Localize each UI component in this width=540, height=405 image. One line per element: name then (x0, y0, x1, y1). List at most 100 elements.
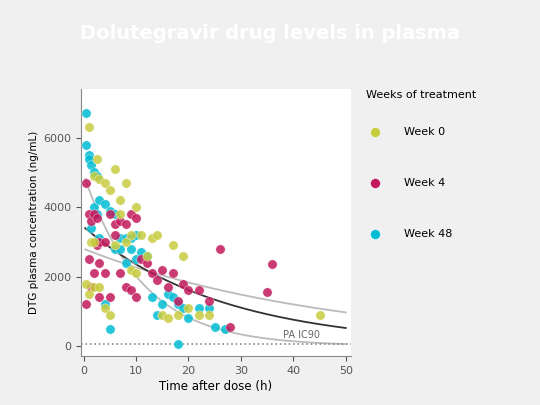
Text: PA IC90: PA IC90 (283, 330, 320, 340)
Text: Week 48: Week 48 (404, 229, 453, 239)
Point (100, 301, 109, 307)
Point (82, 280, 91, 287)
Point (116, 270, 125, 276)
Point (315, 311, 324, 318)
Point (82, 179, 91, 186)
Point (126, 232, 135, 238)
Point (82, 141, 91, 148)
Point (163, 315, 172, 322)
Point (132, 232, 140, 238)
Point (168, 294, 177, 301)
X-axis label: Time after dose (h): Time after dose (h) (159, 380, 273, 393)
Point (116, 235, 125, 242)
Point (95, 197, 104, 203)
Point (95, 284, 104, 290)
Point (95, 294, 104, 301)
Point (105, 325, 114, 332)
Point (82, 110, 91, 117)
Point (92, 173, 101, 179)
Point (85, 256, 93, 262)
Point (90, 211, 98, 217)
Point (90, 204, 98, 210)
Point (92, 214, 101, 221)
Point (268, 261, 276, 268)
Point (95, 176, 104, 183)
Point (116, 218, 125, 224)
Point (87, 239, 96, 245)
Point (82, 301, 91, 307)
Point (158, 266, 166, 273)
Point (90, 239, 98, 245)
Point (85, 211, 93, 217)
Point (163, 284, 172, 290)
Point (90, 173, 98, 179)
Point (122, 239, 130, 245)
Point (116, 197, 125, 203)
Text: Week 4: Week 4 (404, 178, 446, 188)
Point (263, 289, 272, 295)
Point (174, 341, 183, 347)
Point (126, 266, 135, 273)
Point (211, 324, 219, 330)
Point (153, 277, 161, 283)
Point (370, 231, 379, 237)
Text: Dolutegravir drug levels in plasma: Dolutegravir drug levels in plasma (80, 24, 460, 43)
Point (122, 260, 130, 266)
Point (85, 124, 93, 130)
Point (105, 294, 114, 301)
Point (205, 311, 214, 318)
Point (95, 235, 104, 242)
Point (147, 270, 156, 276)
Point (174, 301, 183, 307)
Point (92, 211, 101, 217)
Point (126, 235, 135, 242)
Point (126, 245, 135, 252)
Point (158, 311, 166, 318)
Point (85, 291, 93, 297)
Point (194, 287, 203, 294)
Point (153, 232, 161, 238)
Point (168, 270, 177, 276)
Point (194, 311, 203, 318)
Point (105, 207, 114, 214)
Point (100, 200, 109, 207)
Point (92, 242, 101, 249)
Point (122, 179, 130, 186)
Point (153, 311, 161, 318)
Point (137, 249, 146, 256)
Point (87, 284, 96, 290)
Point (122, 235, 130, 242)
Point (370, 129, 379, 135)
Text: Week 0: Week 0 (404, 127, 446, 137)
Point (137, 232, 146, 238)
Point (179, 252, 187, 259)
Point (85, 152, 93, 158)
Point (370, 180, 379, 186)
Point (142, 252, 151, 259)
Point (116, 245, 125, 252)
Point (122, 284, 130, 290)
Point (95, 239, 104, 245)
Point (142, 252, 151, 259)
Point (87, 225, 96, 231)
Point (116, 211, 125, 217)
Point (132, 204, 140, 210)
Point (179, 305, 187, 311)
Point (111, 232, 119, 238)
Point (226, 324, 235, 330)
Point (142, 260, 151, 266)
Point (100, 270, 109, 276)
Point (137, 256, 146, 262)
Point (92, 155, 101, 162)
Point (184, 287, 193, 294)
Point (87, 162, 96, 169)
Point (132, 270, 140, 276)
Point (95, 260, 104, 266)
Point (126, 287, 135, 294)
Point (168, 242, 177, 249)
Point (111, 221, 119, 228)
Point (126, 211, 135, 217)
Point (132, 256, 140, 262)
Point (158, 301, 166, 307)
Point (174, 311, 183, 318)
